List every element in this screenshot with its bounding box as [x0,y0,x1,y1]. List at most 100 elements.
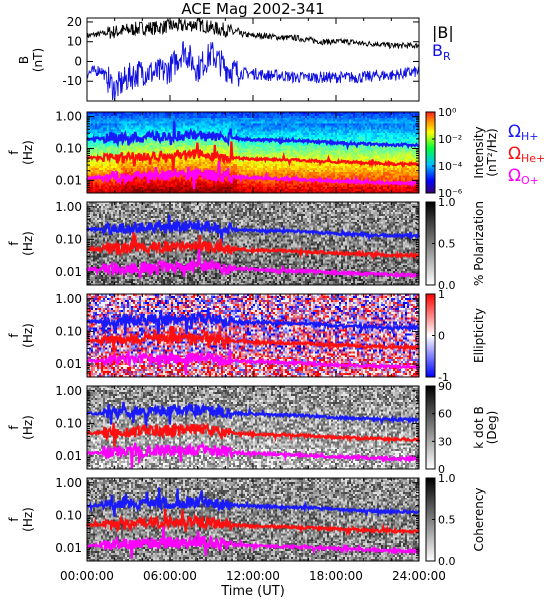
freq-ylabel-top: f [7,517,21,522]
b-ytick-label: 0 [74,54,82,68]
coherency-cbar-label: Coherency [472,487,486,551]
kdotb-cyclotron-h [86,401,420,428]
freq-tick-label: 1.00 [55,200,82,214]
kdotb-cbar-label: k dot B [472,406,486,448]
freq-tick-label: 1.00 [55,384,82,398]
cyclotron-legend: ΩH+ΩHe+ΩO+ [508,122,545,187]
kdotb-cyclotron-he [86,421,421,448]
freq-tick-label: 0.01 [55,449,82,463]
b-field-panel: 20 10 0 -10 B (nT) |B|BR [17,15,454,102]
kdotb-cbar-tick-label: 0 [438,463,445,476]
cyclotron-legend-entry: ΩH+ [508,122,539,143]
polarization-panel: 1.00 0.10 0.01 f (Hz) [7,200,421,286]
freq-tick-label: 0.10 [55,324,82,338]
cyclotron-legend-sub: O+ [521,174,539,187]
intensity-cyclotron-o [86,160,420,190]
intensity-colorbar: 10⁰ 10⁻² 10⁻⁴ 10⁻⁶ Intensity (nT²/Hz) [425,106,499,200]
intensity-spectrogram [87,112,419,193]
b-total-line [86,17,420,49]
coherency-cbar-tick-label: 1.0 [438,472,456,485]
polarization-cyclotron-o [85,249,420,279]
kdotb-cbar-label: (Deg) [485,411,499,445]
freq-tick-label: 0.01 [55,173,82,187]
freq-tick-label: 0.01 [55,357,82,371]
x-tick-label: 12:00:00 [226,569,280,583]
intensity-cbar-tick-label: 10⁻⁴ [438,160,463,173]
x-axis-label: Time (UT) [220,584,285,599]
cyclotron-legend-sub: H+ [521,130,539,143]
coherency-cbar-tick-label: 0.5 [438,514,456,527]
coherency-cyclotron-he [85,508,420,537]
kdotb-cbar-tick-label: 60 [438,408,452,421]
x-tick-label: 00:00:00 [60,569,114,583]
intensity-cbar-tick-label: 10⁻² [438,133,462,146]
freq-tick-label: 0.10 [55,232,82,246]
b-radial-line [86,41,420,101]
intensity-cbar-label: Intensity [472,126,486,178]
x-tick-label: 06:00:00 [143,569,197,583]
freq-tick-label: 0.10 [55,416,82,430]
freq-ylabel-top: f [7,425,21,430]
freq-tick-label: 0.01 [55,541,82,555]
x-tick-label: 18:00:00 [309,569,363,583]
intensity-panel: 1.00 0.10 0.01 f (Hz) [7,110,420,194]
intensity-colorbar-scale [425,111,436,194]
polarization-cyclotron-h [85,214,421,243]
freq-ylabel-top: f [7,333,21,338]
ellipticity-cbar-tick-label: 0 [438,330,445,343]
kdotb-panel: 1.00 0.10 0.01 f (Hz) [7,384,421,470]
cyclotron-legend-entry: ΩO+ [508,166,539,187]
kdotb-cbar-tick-label: 30 [438,435,452,448]
freq-tick-label: 0.01 [55,265,82,279]
x-tick-label: 24:00:00 [392,569,446,583]
intensity-cyclotron-he [86,141,420,172]
b-ytick-label: 20 [67,15,82,29]
ellipticity-cbar-tick-label: 1 [438,288,445,301]
ellipticity-cbar-tick-label: -1 [438,371,449,384]
freq-tick-label: 1.00 [55,476,82,490]
coherency-colorbar: 1.0 0.5 0.0 Coherency [425,472,486,568]
freq-ylabel-bottom: (Hz) [21,323,35,348]
polarization-cbar-tick-label: 0.5 [438,238,456,251]
ellipticity-colorbar: 1 0 -1 Ellipticity [425,288,486,384]
b-legend-radial-sub: R [443,50,451,63]
b-legend-total: |B| [432,23,454,42]
coherency-panel: 1.00 0.10 0.01 f (Hz) [7,476,421,562]
freq-tick-label: 1.00 [55,110,82,124]
intensity-cbar-tick-label: 10⁻⁶ [438,187,463,200]
freq-ylabel-top: f [7,150,21,155]
kdotb-colorbar: 90 60 30 0 k dot B (Deg) [425,380,499,476]
intensity-cbar-tick-label: 10⁰ [438,106,457,119]
ellipticity-cbar-label: Ellipticity [472,308,486,363]
freq-tick-label: 0.10 [55,508,82,522]
freq-ylabel-bottom: (Hz) [21,507,35,532]
ellipticity-panel: 1.00 0.10 0.01 f (Hz) [7,292,421,378]
kdotb-colorbar-scale [425,385,436,470]
b-ylabel-bottom: (nT) [31,48,45,72]
polarization-cbar-label: % Polarization [472,201,486,286]
b-legend-radial: BR [432,41,451,63]
kdotb-cyclotron-o [86,441,420,469]
coherency-cyclotron-o [86,526,421,559]
kdotb-cbar-tick-label: 90 [438,380,452,393]
ellipticity-cyclotron-h [86,307,420,337]
polarization-cbar-tick-label: 0.0 [438,279,456,292]
b-ylabel-top: B [17,56,31,64]
intensity-cbar-label: (nT²/Hz) [485,128,499,176]
cyclotron-legend-entry: ΩHe+ [508,144,545,165]
polarization-colorbar: 1.0 0.5 0.0 % Polarization [425,196,486,292]
ellipticity-cyclotron-he [86,325,420,353]
freq-ylabel-bottom: (Hz) [21,231,35,256]
b-ytick-label: 10 [67,35,82,49]
polarization-cyclotron-he [86,232,420,261]
freq-ylabel-bottom: (Hz) [21,415,35,440]
coherency-cyclotron-h [86,487,420,518]
ellipticity-cyclotron-o [86,348,421,375]
freq-tick-label: 1.00 [55,292,82,306]
freq-tick-label: 0.10 [55,141,82,155]
intensity-cyclotron-h [86,121,420,151]
b-ytick-label: -10 [62,74,82,88]
cyclotron-legend-sub: He+ [521,152,545,165]
